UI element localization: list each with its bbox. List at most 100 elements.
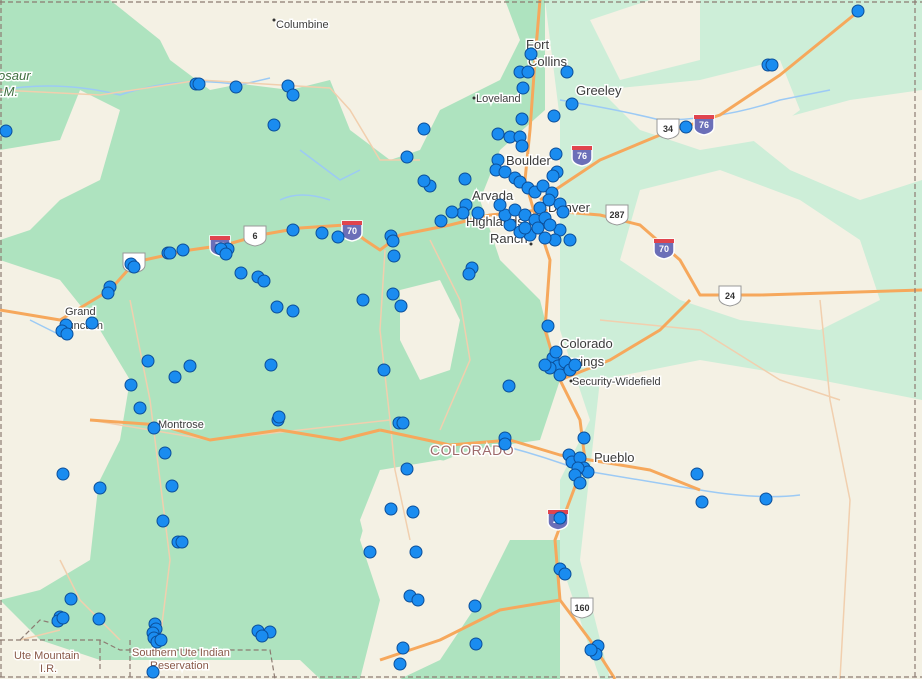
location-marker[interactable] — [124, 378, 138, 392]
location-marker[interactable] — [286, 88, 300, 102]
location-marker[interactable] — [363, 545, 377, 559]
location-marker[interactable] — [538, 358, 552, 372]
location-marker[interactable] — [851, 4, 865, 18]
location-marker[interactable] — [146, 665, 160, 679]
location-marker[interactable] — [64, 592, 78, 606]
location-marker[interactable] — [434, 214, 448, 228]
location-marker[interactable] — [469, 637, 483, 651]
location-marker[interactable] — [156, 514, 170, 528]
location-marker[interactable] — [183, 359, 197, 373]
location-marker[interactable] — [272, 410, 286, 424]
location-marker[interactable] — [498, 437, 512, 451]
location-marker[interactable] — [417, 174, 431, 188]
location-marker[interactable] — [458, 172, 472, 186]
location-marker[interactable] — [234, 266, 248, 280]
location-marker[interactable] — [377, 363, 391, 377]
location-marker[interactable] — [468, 599, 482, 613]
location-marker[interactable] — [264, 358, 278, 372]
location-marker[interactable] — [229, 80, 243, 94]
location-marker[interactable] — [679, 120, 693, 134]
location-marker[interactable] — [141, 354, 155, 368]
location-marker[interactable] — [549, 147, 563, 161]
location-marker[interactable] — [547, 109, 561, 123]
location-marker[interactable] — [515, 139, 529, 153]
location-marker[interactable] — [546, 169, 560, 183]
location-marker[interactable] — [445, 205, 459, 219]
location-marker[interactable] — [502, 379, 516, 393]
location-marker[interactable] — [515, 112, 529, 126]
location-marker[interactable] — [386, 287, 400, 301]
location-marker[interactable] — [541, 319, 555, 333]
location-marker[interactable] — [56, 611, 70, 625]
location-marker[interactable] — [417, 122, 431, 136]
location-marker[interactable] — [0, 124, 13, 138]
location-marker[interactable] — [85, 316, 99, 330]
location-marker[interactable] — [549, 345, 563, 359]
location-marker[interactable] — [255, 629, 269, 643]
location-marker[interactable] — [400, 150, 414, 164]
location-marker[interactable] — [396, 416, 410, 430]
location-marker[interactable] — [257, 274, 271, 288]
location-marker[interactable] — [356, 293, 370, 307]
location-marker[interactable] — [690, 467, 704, 481]
location-marker[interactable] — [553, 511, 567, 525]
location-marker[interactable] — [521, 65, 535, 79]
location-marker[interactable] — [560, 65, 574, 79]
location-marker[interactable] — [394, 299, 408, 313]
marker-layer[interactable] — [0, 4, 865, 679]
location-marker[interactable] — [154, 633, 168, 647]
location-marker[interactable] — [493, 198, 507, 212]
location-marker[interactable] — [531, 221, 545, 235]
location-marker[interactable] — [759, 492, 773, 506]
location-marker[interactable] — [163, 246, 177, 260]
location-marker[interactable] — [147, 421, 161, 435]
location-marker[interactable] — [267, 118, 281, 132]
location-marker[interactable] — [286, 304, 300, 318]
location-marker[interactable] — [765, 58, 779, 72]
location-marker[interactable] — [400, 462, 414, 476]
location-marker[interactable] — [386, 234, 400, 248]
location-marker[interactable] — [127, 260, 141, 274]
location-marker[interactable] — [384, 502, 398, 516]
location-marker[interactable] — [498, 165, 512, 179]
location-marker[interactable] — [556, 205, 570, 219]
location-marker[interactable] — [315, 226, 329, 240]
location-marker[interactable] — [584, 643, 598, 657]
location-marker[interactable] — [409, 545, 423, 559]
location-marker[interactable] — [406, 505, 420, 519]
location-marker[interactable] — [92, 612, 106, 626]
location-marker[interactable] — [133, 401, 147, 415]
location-marker[interactable] — [176, 243, 190, 257]
location-marker[interactable] — [270, 300, 284, 314]
location-marker[interactable] — [456, 206, 470, 220]
location-marker[interactable] — [387, 249, 401, 263]
location-marker[interactable] — [60, 327, 74, 341]
location-marker[interactable] — [286, 223, 300, 237]
location-marker[interactable] — [563, 233, 577, 247]
location-marker[interactable] — [516, 81, 530, 95]
location-marker[interactable] — [471, 206, 485, 220]
location-marker[interactable] — [101, 286, 115, 300]
location-marker[interactable] — [411, 593, 425, 607]
location-marker[interactable] — [158, 446, 172, 460]
location-marker[interactable] — [331, 230, 345, 244]
location-marker[interactable] — [518, 221, 532, 235]
location-marker[interactable] — [462, 267, 476, 281]
location-marker[interactable] — [536, 179, 550, 193]
location-marker[interactable] — [168, 370, 182, 384]
location-marker[interactable] — [577, 431, 591, 445]
location-marker[interactable] — [219, 247, 233, 261]
location-marker[interactable] — [538, 231, 552, 245]
location-marker[interactable] — [56, 467, 70, 481]
location-marker[interactable] — [192, 77, 206, 91]
location-marker[interactable] — [568, 358, 582, 372]
location-marker[interactable] — [175, 535, 189, 549]
location-marker[interactable] — [558, 567, 572, 581]
location-marker[interactable] — [393, 657, 407, 671]
location-marker[interactable] — [524, 47, 538, 61]
location-marker[interactable] — [93, 481, 107, 495]
location-marker[interactable] — [695, 495, 709, 509]
location-marker[interactable] — [573, 476, 587, 490]
location-marker[interactable] — [396, 641, 410, 655]
